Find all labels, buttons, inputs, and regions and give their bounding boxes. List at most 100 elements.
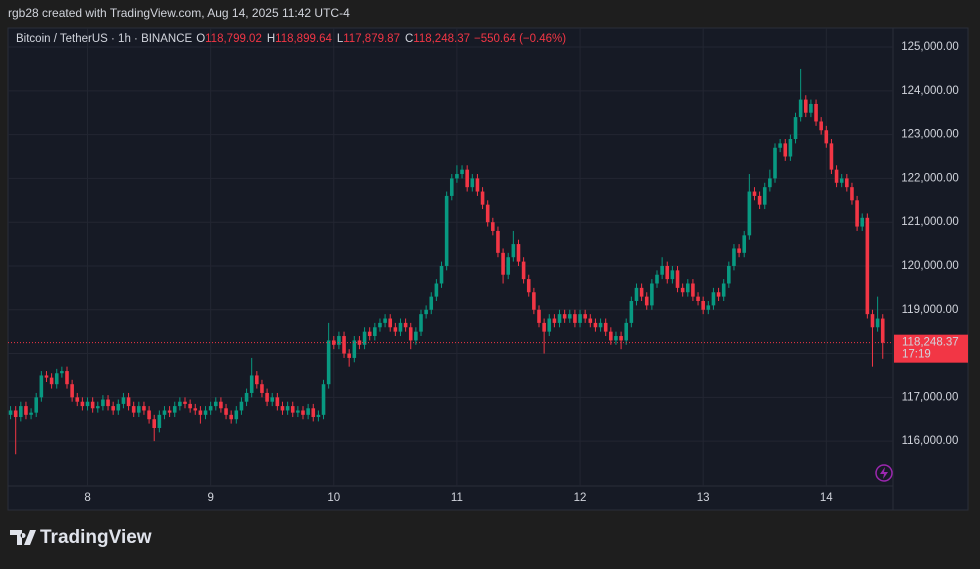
candle-body [316,414,321,418]
legend: Bitcoin / TetherUS · 1h · BINANCE O118,79… [16,33,566,45]
candle-body [819,121,823,131]
candle-body [680,287,685,293]
candle-body [444,195,449,266]
candle-body [583,314,587,319]
y-tick-label: 124,000.00 [901,85,959,97]
candle-body [516,244,521,262]
candle-body [8,410,13,415]
candle-body [480,191,485,205]
candle-body [280,406,285,411]
candle-body [532,292,536,310]
logo-mark [10,530,36,545]
y-tick-label: 125,000.00 [901,41,959,53]
candle-body [219,401,223,409]
candle-body [137,406,141,413]
candle-body [342,336,346,354]
candle-body [860,217,865,227]
y-tick-label: 119,000.00 [902,304,959,316]
candle-body [275,397,280,407]
candle-body [85,401,90,407]
candle-body [542,322,546,332]
candle-body [839,178,844,183]
candle-body [393,327,398,332]
candle-body [362,331,367,345]
y-tick-label: 121,000.00 [901,216,959,228]
candle-body [337,336,341,345]
candle-body [224,408,228,415]
candle-body [347,353,351,358]
candle-body [424,309,428,315]
candle-body [301,410,305,415]
candle-body [106,399,110,407]
candle-body [121,397,126,404]
candle-body [429,296,434,310]
candle-body [578,314,582,323]
candle-body [296,410,300,413]
candle-body [167,410,172,413]
candle-body [198,410,203,415]
x-tick-label: 8 [84,492,90,504]
candle-body [547,318,552,332]
candle-body [757,195,762,205]
candle-body [491,222,495,231]
candle-body [752,191,757,196]
candle-body [762,187,767,205]
ohlc-value: 117,879.87 [343,33,400,45]
candle-body [321,384,326,415]
candle-body [157,414,162,428]
candle-body [593,322,598,328]
ohlc-value: 118,799.02 [205,33,262,45]
candle-body [691,283,695,297]
candle-body [644,296,649,306]
candle-body [470,178,475,188]
candle-body [373,327,377,337]
candle-body [326,340,331,385]
candle-body [13,410,18,418]
candle-body [260,384,264,393]
candle-body [239,401,244,411]
candle-body [732,248,736,266]
candle-body [126,397,131,407]
candle-body [634,287,639,302]
candle-body [183,401,187,404]
candle-body [398,322,403,332]
candle-body [603,322,608,332]
candle-body [311,408,316,418]
candle-body [609,331,613,341]
candle-body [465,169,469,188]
candle-body [475,178,480,192]
candle-body [403,322,408,328]
alert-circle[interactable] [875,464,893,482]
candle-body [388,318,393,328]
candle-body [511,244,516,258]
chart-pane [7,27,969,511]
candle-body [455,174,459,179]
ohlc-key: O [196,33,205,45]
candle-body [783,143,788,157]
logo: TradingView [10,527,152,548]
logo-text: TradingView [40,527,152,548]
candle-body [147,410,151,420]
alert-icon[interactable] [875,464,893,482]
candle-body [721,283,726,297]
candle-body [855,200,859,227]
candle-body [70,384,74,398]
candle-body [331,340,336,345]
change: −550.64 (−0.46%) [474,33,566,45]
candle-body [29,412,33,415]
candle-body [675,270,680,288]
candle-body [845,178,849,188]
candle-body [665,265,670,280]
candle-body [116,403,121,411]
candle-body [383,318,387,323]
candle-body [434,283,439,297]
candle-body [742,235,747,253]
candle-body [834,169,839,183]
x-tick-label: 10 [327,492,340,504]
candle-body [485,204,490,223]
alert-bolt[interactable] [880,467,888,479]
candle-body [131,406,136,413]
price-label: 118,248.37 [902,337,959,349]
candle-body [824,130,829,144]
candle-body [80,401,85,407]
